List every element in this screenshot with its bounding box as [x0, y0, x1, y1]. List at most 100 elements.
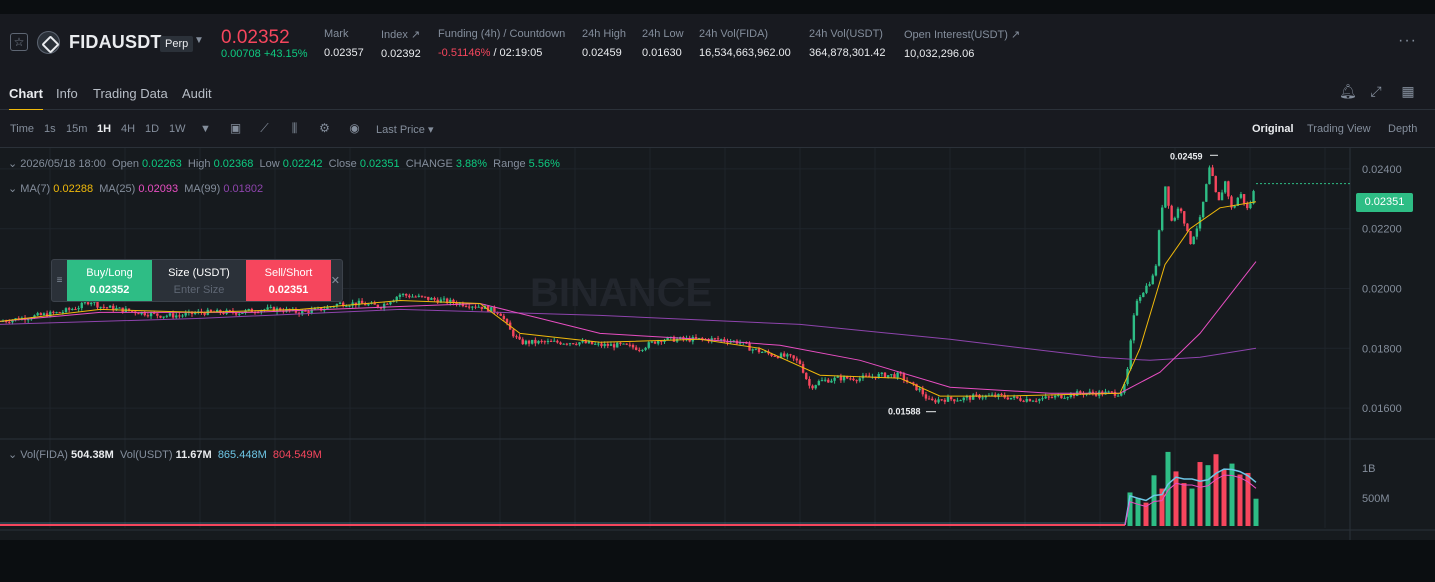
symbol-name[interactable]: FIDAUSDT [69, 32, 162, 52]
interval-1d[interactable]: 1D [145, 123, 160, 135]
candle-body [1211, 167, 1214, 177]
price-type-select[interactable]: Last Price ▾ [376, 124, 434, 136]
stat-index[interactable]: Index ↗ 0.02392 [381, 28, 421, 60]
candle-body [313, 308, 317, 310]
candle-body [234, 312, 238, 315]
candle-body [52, 311, 55, 313]
line-chart-icon[interactable]: ⟋ [260, 121, 269, 135]
expand-icon[interactable]: ⤢ [1370, 83, 1382, 99]
buy-long-button[interactable]: Buy/Long 0.02352 [67, 260, 152, 301]
price-change: 0.00708 +43.15% [221, 48, 308, 60]
view-trading-view[interactable]: Trading View [1307, 123, 1371, 135]
chevron-icon[interactable]: ⌄ [8, 183, 21, 195]
chevron-down-icon[interactable]: ▼ [194, 35, 204, 46]
candle-body [886, 375, 890, 378]
candle-body [354, 302, 357, 306]
candlestick-icon[interactable]: ⫼ [291, 121, 298, 135]
calendar-icon[interactable]: ▣ [229, 121, 242, 135]
candle-body [631, 344, 635, 348]
tab-chart[interactable]: Chart [9, 86, 43, 111]
price-chart-svg[interactable]: BINANCE 0.02400 0.02200 0.02000 0.01800 0.01… [0, 148, 1435, 559]
candle-body [55, 312, 58, 314]
size-placeholder[interactable]: Enter Size [173, 284, 225, 296]
candle-body [1198, 217, 1202, 229]
more-icon[interactable]: ··· [1398, 32, 1417, 49]
interval-time[interactable]: Time [10, 123, 35, 135]
stat-value: 16,534,663,962.00 [699, 47, 791, 59]
candle-body [720, 339, 723, 341]
candle-body [1154, 265, 1158, 276]
stat-value: 364,878,301.42 [809, 47, 886, 59]
candle-body [1176, 208, 1180, 218]
favorite-star-icon[interactable]: ☆ [10, 33, 28, 51]
tab-audit[interactable]: Audit [182, 86, 212, 101]
candle-body [808, 379, 811, 386]
candle-body [376, 304, 380, 308]
ma25-value: 0.02093 [138, 183, 179, 195]
candle-body [880, 372, 884, 374]
chart-area[interactable]: BINANCE 0.02400 0.02200 0.02000 0.01800 0.01… [0, 148, 1435, 559]
candle-body [924, 394, 928, 399]
interval-1s[interactable]: 1s [44, 123, 56, 135]
candle-body [115, 308, 118, 311]
candle-body [42, 313, 46, 316]
candle-body [565, 343, 569, 345]
candle-body [672, 336, 676, 342]
chevron-icon[interactable]: ⌄ [8, 449, 21, 461]
candle-body [855, 380, 858, 382]
ma7-value: 0.02288 [53, 183, 94, 195]
candle-body [1000, 393, 1003, 395]
vol-usdt-value: 11.67M [175, 449, 212, 461]
candle-body [817, 381, 821, 386]
sell-price: 0.02351 [268, 284, 309, 296]
bell-icon[interactable]: 🔔︎ [1339, 83, 1357, 99]
candle-body [1006, 397, 1010, 400]
candle-body [389, 302, 392, 305]
change-label: CHANGE [405, 158, 453, 170]
tab-trading-data[interactable]: Trading Data [93, 86, 168, 101]
drag-handle-icon[interactable]: ≡ [56, 275, 63, 286]
candle-body [827, 379, 830, 383]
candle-body [260, 310, 263, 313]
interval-15m[interactable]: 15m [66, 123, 88, 135]
candle-body [839, 376, 843, 381]
layout-grid-icon[interactable]: ▦ [1401, 83, 1415, 99]
volume-bar [1197, 462, 1203, 526]
view-original[interactable]: Original [1252, 123, 1294, 135]
candle-body [537, 340, 540, 344]
indicator-icon[interactable]: ◉ [349, 121, 360, 135]
candle-body [272, 307, 276, 312]
stat-open-interest[interactable]: Open Interest(USDT) ↗ 10,032,296.06 [904, 28, 1020, 60]
interval-1w[interactable]: 1W [169, 123, 186, 135]
candle-body [178, 315, 181, 317]
candle-body [584, 340, 587, 344]
volume-bar [1151, 475, 1157, 526]
view-depth[interactable]: Depth [1388, 123, 1418, 135]
range-value: 5.56% [528, 158, 560, 170]
candle-body [90, 302, 93, 305]
candle-body [751, 349, 754, 351]
candle-body [386, 303, 389, 305]
candle-body [594, 343, 597, 345]
candle-body [1217, 192, 1221, 201]
price-axis-label: 0.02400 [1362, 164, 1402, 176]
candle-body [442, 298, 446, 300]
interval-dropdown-icon[interactable]: ▼ [200, 123, 211, 135]
candle-body [181, 315, 184, 317]
interval-1h[interactable]: 1H [97, 123, 112, 135]
stat-label: Index ↗ [381, 29, 421, 41]
close-icon[interactable]: ✕ [330, 275, 340, 287]
candle-body [760, 352, 764, 354]
chevron-icon[interactable]: ⌄ [8, 158, 21, 170]
candle-body [770, 353, 773, 356]
candle-body [792, 355, 795, 359]
interval-4h[interactable]: 4H [121, 123, 136, 135]
candle-body [1148, 284, 1151, 286]
candle-body [1242, 194, 1246, 204]
tab-info[interactable]: Info [56, 86, 78, 101]
candle-body [650, 341, 654, 343]
settings-sliders-icon[interactable]: ⚙ [319, 121, 330, 135]
sell-short-button[interactable]: Sell/Short 0.02351 [246, 260, 331, 301]
size-input[interactable]: Size (USDT) Enter Size [152, 260, 246, 301]
candle-body [39, 313, 42, 316]
